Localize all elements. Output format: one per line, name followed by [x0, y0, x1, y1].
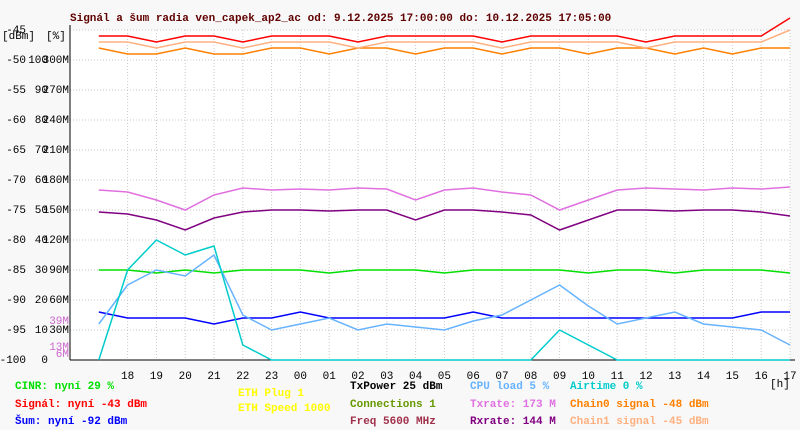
y2-tick-label: 0 — [41, 355, 48, 367]
x-tick-label: 08 — [524, 371, 537, 383]
x-tick-label: 12 — [639, 371, 652, 383]
x-tick-label: 03 — [380, 371, 393, 383]
legend-entry: Šum: nyní -92 dBm — [15, 414, 128, 428]
status-text: TxPower 25 dBm — [350, 381, 443, 393]
status-text: ETH Plug 1 — [238, 388, 304, 400]
status-text: Connections 1 — [350, 399, 436, 411]
legend-entry: Chain0 signal -48 dBm — [570, 399, 709, 411]
x-tick-label: 02 — [351, 371, 364, 383]
series-line — [98, 269, 791, 274]
x-tick-label: 07 — [495, 371, 508, 383]
series-line — [98, 253, 791, 346]
y2-tick-label: 10 — [35, 325, 48, 337]
series-line — [98, 186, 791, 211]
x-tick-label: 18 — [121, 371, 134, 383]
y-tick-label: -80 — [6, 235, 26, 247]
y-tick-label: -55 — [6, 85, 26, 97]
y3-tick-label: 120M — [43, 235, 69, 247]
series-line — [98, 17, 791, 43]
y3-tick-label: 210M — [43, 145, 69, 157]
x-tick-label: 14 — [697, 371, 711, 383]
status-text: Freq 5600 MHz — [350, 416, 436, 428]
y-tick-label: -95 — [6, 325, 26, 337]
legend-entry: CPU load 5 % — [470, 381, 550, 393]
y-tick-label: -75 — [6, 205, 26, 217]
y-tick-label: -45 — [6, 25, 26, 37]
y2-tick-label: 40 — [35, 235, 48, 247]
x-tick-label: 11 — [611, 371, 625, 383]
series-line — [98, 209, 791, 231]
x-tick-label: 10 — [582, 371, 595, 383]
y3-tick-label: 240M — [43, 115, 69, 127]
x-tick-label: 16 — [755, 371, 768, 383]
series-line — [98, 239, 790, 361]
series-line — [98, 47, 790, 55]
y2-tick-label: 90 — [35, 85, 48, 97]
y-tick-label: -70 — [6, 175, 26, 187]
y2-tick-label: 30 — [35, 265, 48, 277]
series-line — [98, 311, 790, 325]
x-tick-label: 05 — [438, 371, 451, 383]
x-tick-label: 15 — [726, 371, 739, 383]
y2-axis-label: [%] — [46, 31, 66, 43]
x-tick-label: 22 — [236, 371, 249, 383]
x-tick-label: 04 — [409, 371, 423, 383]
legend-entry: Airtime 0 % — [570, 381, 643, 393]
legend-entry: Signál: nyní -43 dBm — [15, 399, 147, 411]
y-tick-label: -85 — [6, 265, 26, 277]
y2-tick-label: 50 — [35, 205, 48, 217]
y-tick-label: -60 — [6, 115, 26, 127]
chart-title: Signál a šum radia ven_capek_ap2_ac od: … — [70, 13, 611, 25]
x-tick-label: 20 — [179, 371, 192, 383]
legend-entry: Rxrate: 144 M — [470, 416, 556, 428]
legend-entry: Chain1 signal -45 dBm — [570, 416, 709, 428]
y-tick-label: -65 — [6, 145, 26, 157]
y3-tick-label: 300M — [43, 55, 69, 67]
annotation: 39M — [49, 316, 69, 328]
y2-tick-label: 80 — [35, 115, 48, 127]
y2-tick-label: 100 — [28, 55, 48, 67]
x-tick-label: 23 — [265, 371, 278, 383]
y3-tick-label: 270M — [43, 85, 69, 97]
x-axis-label: [h] — [770, 379, 790, 391]
y3-tick-label: 180M — [43, 175, 69, 187]
y-axis-label: [dBm] — [2, 31, 35, 43]
y3-tick-label: 90M — [49, 265, 69, 277]
x-tick-label: 01 — [323, 371, 337, 383]
series-line — [98, 29, 791, 49]
annotation: 6M — [56, 349, 69, 361]
x-tick-label: 06 — [467, 371, 480, 383]
x-tick-label: 13 — [668, 371, 681, 383]
y3-tick-label: 60M — [49, 295, 69, 307]
y-tick-label: -90 — [6, 295, 26, 307]
legend-entry: CINR: nyní 29 % — [15, 381, 114, 393]
x-tick-label: 19 — [150, 371, 163, 383]
x-tick-label: 21 — [207, 371, 221, 383]
x-tick-label: 00 — [294, 371, 307, 383]
y2-tick-label: 60 — [35, 175, 48, 187]
y2-tick-label: 20 — [35, 295, 48, 307]
y3-tick-label: 30M — [49, 325, 69, 337]
legend-entry: Txrate: 173 M — [470, 399, 556, 411]
x-tick-label: 09 — [553, 371, 566, 383]
x-tick-label: 17 — [783, 371, 796, 383]
y3-tick-label: 150M — [43, 205, 69, 217]
y2-tick-label: 70 — [35, 145, 48, 157]
y-tick-label: -100 — [0, 355, 26, 367]
annotation: 13M — [49, 342, 69, 354]
status-text: ETH Speed 1000 — [238, 403, 330, 415]
y-tick-label: -50 — [6, 55, 26, 67]
